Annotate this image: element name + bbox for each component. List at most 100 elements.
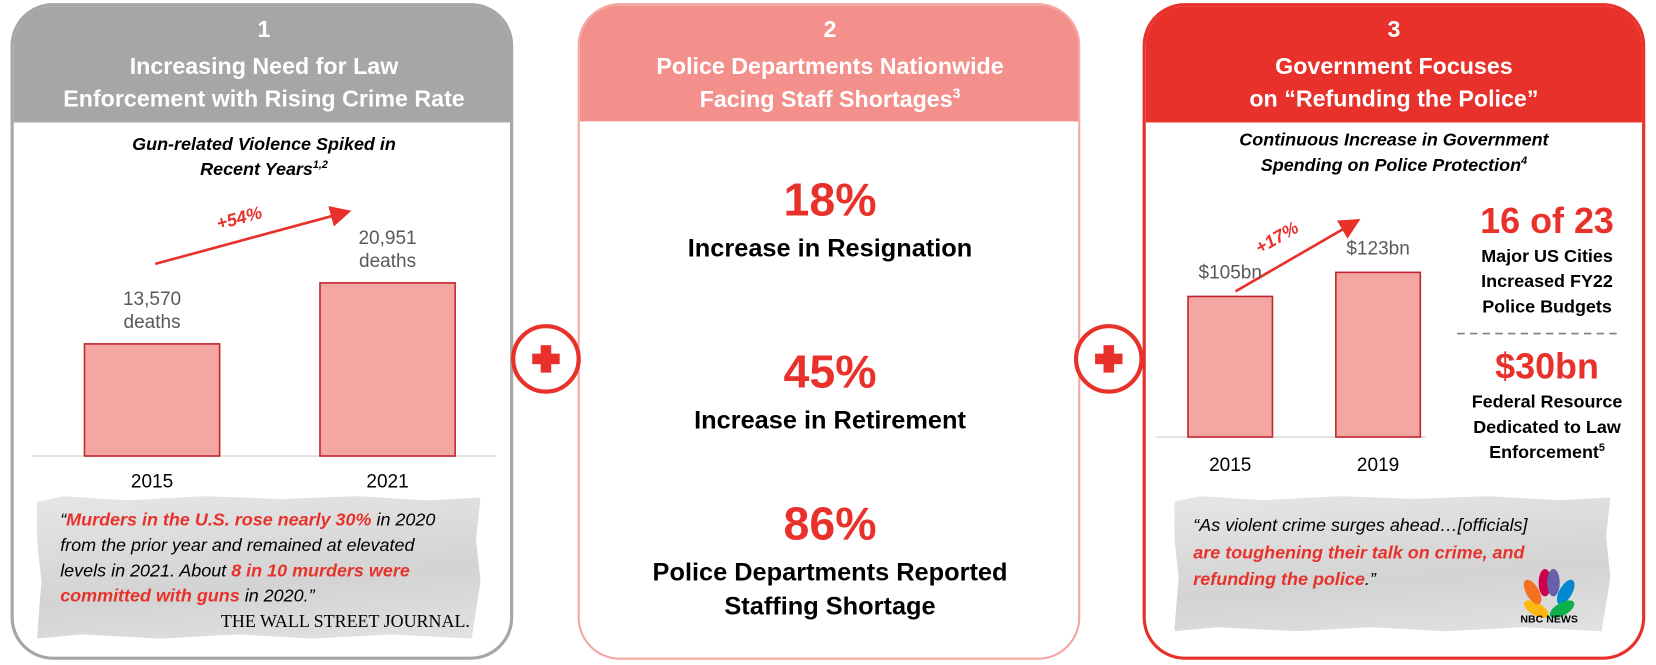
category-label: 2015	[131, 472, 173, 493]
highlight-label: Increased FY22	[1481, 271, 1613, 292]
footnote: 1,2	[312, 159, 328, 172]
value-label: $123bn	[1346, 238, 1409, 259]
quote-source-text: NBC NEWS	[1520, 613, 1578, 626]
value-label: 13,570	[123, 289, 181, 310]
quote-line: refunding the police.”	[1193, 569, 1376, 590]
highlight-label-text: Major US Cities	[1481, 245, 1613, 267]
category-label: 2021	[366, 472, 408, 493]
stat-label-text: Staffing Shortage	[724, 592, 936, 621]
panel-number-text: 1	[257, 15, 271, 43]
bar	[1187, 295, 1274, 438]
quote-line: levels in 2021. About 8 in 10 murders we…	[60, 561, 410, 582]
plus-icon	[511, 324, 581, 394]
stat-value: 86%	[784, 498, 877, 551]
quote-line: committed with guns in 2020.”	[60, 586, 314, 607]
stat-label: Increase in Retirement	[694, 406, 966, 436]
value-label: $105bn	[1199, 263, 1262, 284]
highlight-label-text: Enforcement	[1489, 442, 1599, 463]
highlight-label-text: Increased FY22	[1481, 271, 1613, 292]
category-label: 2019	[1357, 455, 1399, 476]
quote-paper	[36, 496, 481, 639]
quote-line: are toughening their talk on crime, and	[1193, 542, 1524, 563]
highlight-label-text: Dedicated to Law	[1473, 416, 1621, 438]
quote-source: THE WALL STREET JOURNAL.	[221, 611, 470, 632]
stat-value-text: 18%	[783, 174, 877, 226]
stat-label: Police Departments Reported	[653, 558, 1008, 588]
value-label: 20,951	[358, 228, 416, 249]
quote-highlight: 8 in 10 murders were	[231, 560, 410, 581]
panel-title: Police Departments Nationwide	[656, 53, 1003, 80]
quote-text: in 2020.”	[239, 585, 315, 606]
highlight-label: Federal Resource	[1472, 392, 1623, 413]
growth-label: +17%	[1252, 217, 1302, 258]
panel-title-text: on “Refunding the Police”	[1249, 85, 1539, 112]
stat-value: 45%	[784, 346, 877, 399]
highlight-value: 16 of 23	[1480, 201, 1614, 242]
panel-number-text: 2	[823, 15, 837, 43]
stat-value-text: 86%	[783, 498, 877, 550]
panel-subtitle: Continuous Increase in Government	[1239, 130, 1548, 151]
stat-value-text: 45%	[783, 346, 877, 398]
panel-subtitle: Gun-related Violence Spiked in	[132, 134, 396, 155]
quote-line: from the prior year and remained at elev…	[60, 535, 414, 556]
panel-subtitle: Spending on Police Protection4	[1261, 155, 1527, 176]
highlight-label-text: Police Budgets	[1482, 296, 1612, 317]
bar	[83, 343, 221, 457]
panel-title: Increasing Need for Law	[130, 53, 399, 80]
nbc-logo	[1523, 568, 1575, 618]
quote-text: “As violent crime surges ahead…[official…	[1193, 515, 1528, 536]
panel-subtitle: Recent Years1,2	[200, 159, 328, 180]
quote-highlight: refunding the police	[1193, 568, 1365, 590]
highlight-label: Police Budgets	[1482, 297, 1612, 318]
highlight-label: Enforcement5	[1489, 442, 1605, 463]
panel-number-text: 3	[1387, 15, 1401, 43]
panel-title: Enforcement with Rising Crime Rate	[63, 86, 464, 113]
panel-title-text: Police Departments Nationwide	[656, 52, 1004, 80]
panel-title-text: Enforcement with Rising Crime Rate	[63, 85, 465, 112]
quote-highlight: are toughening their talk on crime, and	[1193, 542, 1525, 563]
highlight-value: $30bn	[1495, 347, 1599, 388]
stat-label-text: Increase in Resignation	[687, 234, 973, 263]
growth-label: +54%	[214, 202, 264, 233]
quote-highlight: committed with guns	[60, 585, 240, 606]
growth-arrow	[1234, 219, 1361, 293]
value-unit: deaths	[124, 312, 181, 333]
panel-subtitle-text: Spending on Police Protection	[1260, 155, 1522, 176]
quote-text: from the prior year and remained at elev…	[60, 535, 415, 556]
panel-number: 1	[258, 16, 271, 43]
footnote: 5	[1598, 442, 1605, 455]
quote-text: .”	[1364, 568, 1376, 590]
bar	[1335, 271, 1422, 438]
panel-title: Government Focuses	[1275, 53, 1513, 80]
highlight-value-text: 16 of 23	[1480, 201, 1614, 242]
panel-number: 2	[824, 16, 837, 43]
panel-header	[579, 5, 1079, 122]
quote-highlight: Murders in the U.S. rose nearly 30%	[66, 509, 372, 530]
panel-number: 3	[1387, 16, 1400, 43]
stat-value: 18%	[784, 174, 877, 227]
footnote: 3	[952, 85, 961, 102]
quote-line: “Murders in the U.S. rose nearly 30% in …	[60, 510, 435, 531]
panel-header	[13, 6, 511, 123]
quote-text: in 2020	[371, 509, 436, 530]
stat-label-text: Increase in Retirement	[694, 406, 966, 435]
footnote: 4	[1521, 155, 1528, 168]
bar	[319, 282, 456, 457]
quote-text: “	[60, 509, 67, 530]
quote-source: NBC NEWS	[1520, 614, 1578, 626]
quote-line: “As violent crime surges ahead…[official…	[1193, 515, 1527, 536]
panel-header	[1145, 6, 1643, 123]
panel-title-text: Facing Staff Shortages	[699, 85, 953, 113]
highlight-value-text: $30bn	[1495, 346, 1599, 387]
panel-title: on “Refunding the Police”	[1249, 86, 1538, 113]
quote-source-text: THE WALL STREET JOURNAL.	[220, 611, 470, 632]
stat-label-text: Police Departments Reported	[652, 558, 1008, 587]
growth-arrow	[154, 206, 352, 266]
highlight-label-text: Federal Resource	[1471, 391, 1623, 412]
highlight-label: Dedicated to Law	[1473, 417, 1621, 438]
stat-label: Staffing Shortage	[724, 592, 935, 622]
panel-subtitle-text: Gun-related Violence Spiked in	[132, 134, 396, 155]
plus-icon	[1073, 324, 1144, 394]
quote-text: levels in 2021. About	[60, 560, 232, 581]
